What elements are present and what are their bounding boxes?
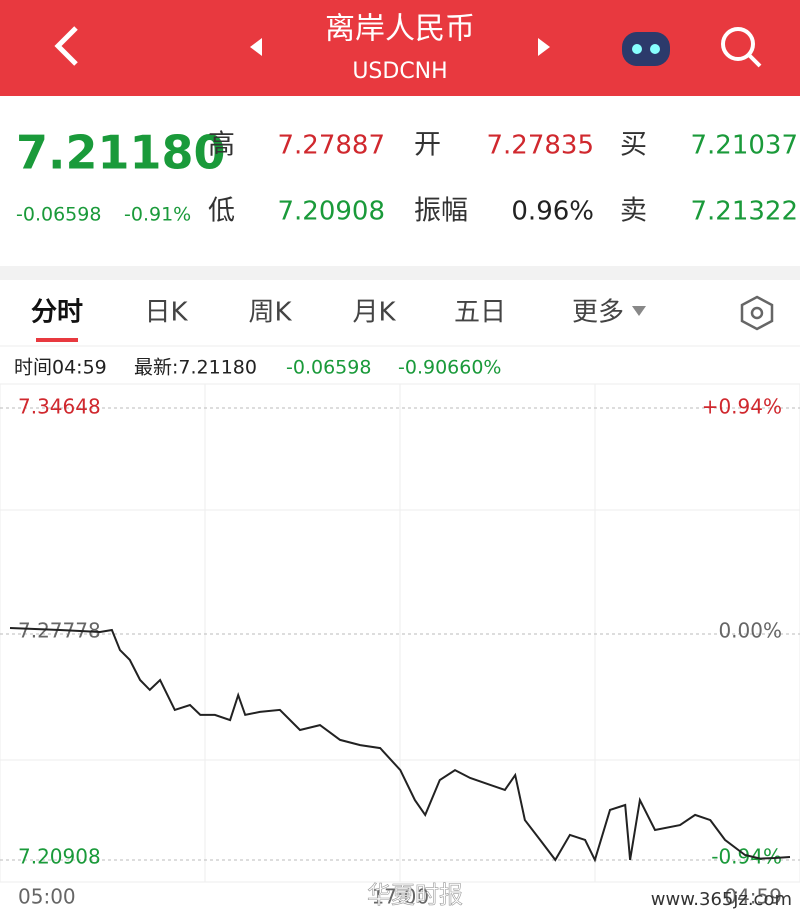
- field-value: 7.21037: [690, 131, 798, 161]
- field-value: 7.27835: [486, 131, 594, 161]
- next-button[interactable]: [538, 38, 550, 56]
- change-pct: -0.91%: [124, 204, 191, 226]
- separator: [0, 266, 800, 280]
- tab[interactable]: 日K: [144, 298, 188, 328]
- info-text: 最新:7.21180: [134, 357, 257, 379]
- prev-button[interactable]: [250, 38, 262, 56]
- tab[interactable]: 周K: [248, 298, 292, 328]
- back-button[interactable]: [54, 26, 78, 66]
- more-arrow: [632, 306, 646, 316]
- field-label: 买: [620, 130, 647, 161]
- y-tick-label: 7.20908: [18, 845, 101, 869]
- title: 离岸人民币: [325, 12, 475, 47]
- field-label: 低: [208, 196, 235, 227]
- settings-icon-dot: [750, 306, 764, 320]
- y2-tick-label: -0.94%: [711, 845, 782, 869]
- price: 7.21180: [16, 126, 226, 180]
- price-line: [9, 627, 791, 863]
- search-icon[interactable]: [721, 27, 762, 68]
- y2-tick-label: +0.94%: [702, 395, 782, 419]
- info-text: -0.06598: [286, 357, 371, 379]
- x-tick-label: 17:00: [371, 885, 429, 909]
- watermark: 华夏时报: [367, 881, 463, 909]
- field-value: 7.20908: [277, 197, 385, 227]
- field-label: 高: [208, 130, 235, 161]
- info-text: 时间04:59: [14, 357, 107, 379]
- tab-underline: [36, 338, 78, 342]
- tab[interactable]: 分时: [31, 298, 83, 328]
- field-label: 卖: [620, 196, 647, 227]
- settings-icon[interactable]: [740, 295, 774, 331]
- tab[interactable]: 更多: [572, 298, 624, 328]
- tab[interactable]: 五日: [454, 298, 506, 328]
- field-value: 7.21322: [690, 197, 798, 227]
- change: -0.06598: [16, 204, 101, 226]
- field-value: 7.27887: [277, 131, 385, 161]
- tab[interactable]: 月K: [352, 298, 396, 328]
- info-text: -0.90660%: [398, 357, 501, 379]
- subtitle: USDCNH: [352, 59, 447, 84]
- y2-tick-label: 0.00%: [718, 619, 782, 643]
- field-label: 开: [414, 130, 441, 161]
- watermark: www.365jz.com: [651, 889, 792, 910]
- field-value: 0.96%: [511, 197, 594, 227]
- robot-icon[interactable]: [622, 32, 670, 66]
- x-tick-label: 05:00: [18, 885, 76, 909]
- field-label: 振幅: [414, 196, 468, 227]
- x-tick-label: 04:59: [724, 885, 782, 909]
- y-tick-label: 7.34648: [18, 395, 101, 419]
